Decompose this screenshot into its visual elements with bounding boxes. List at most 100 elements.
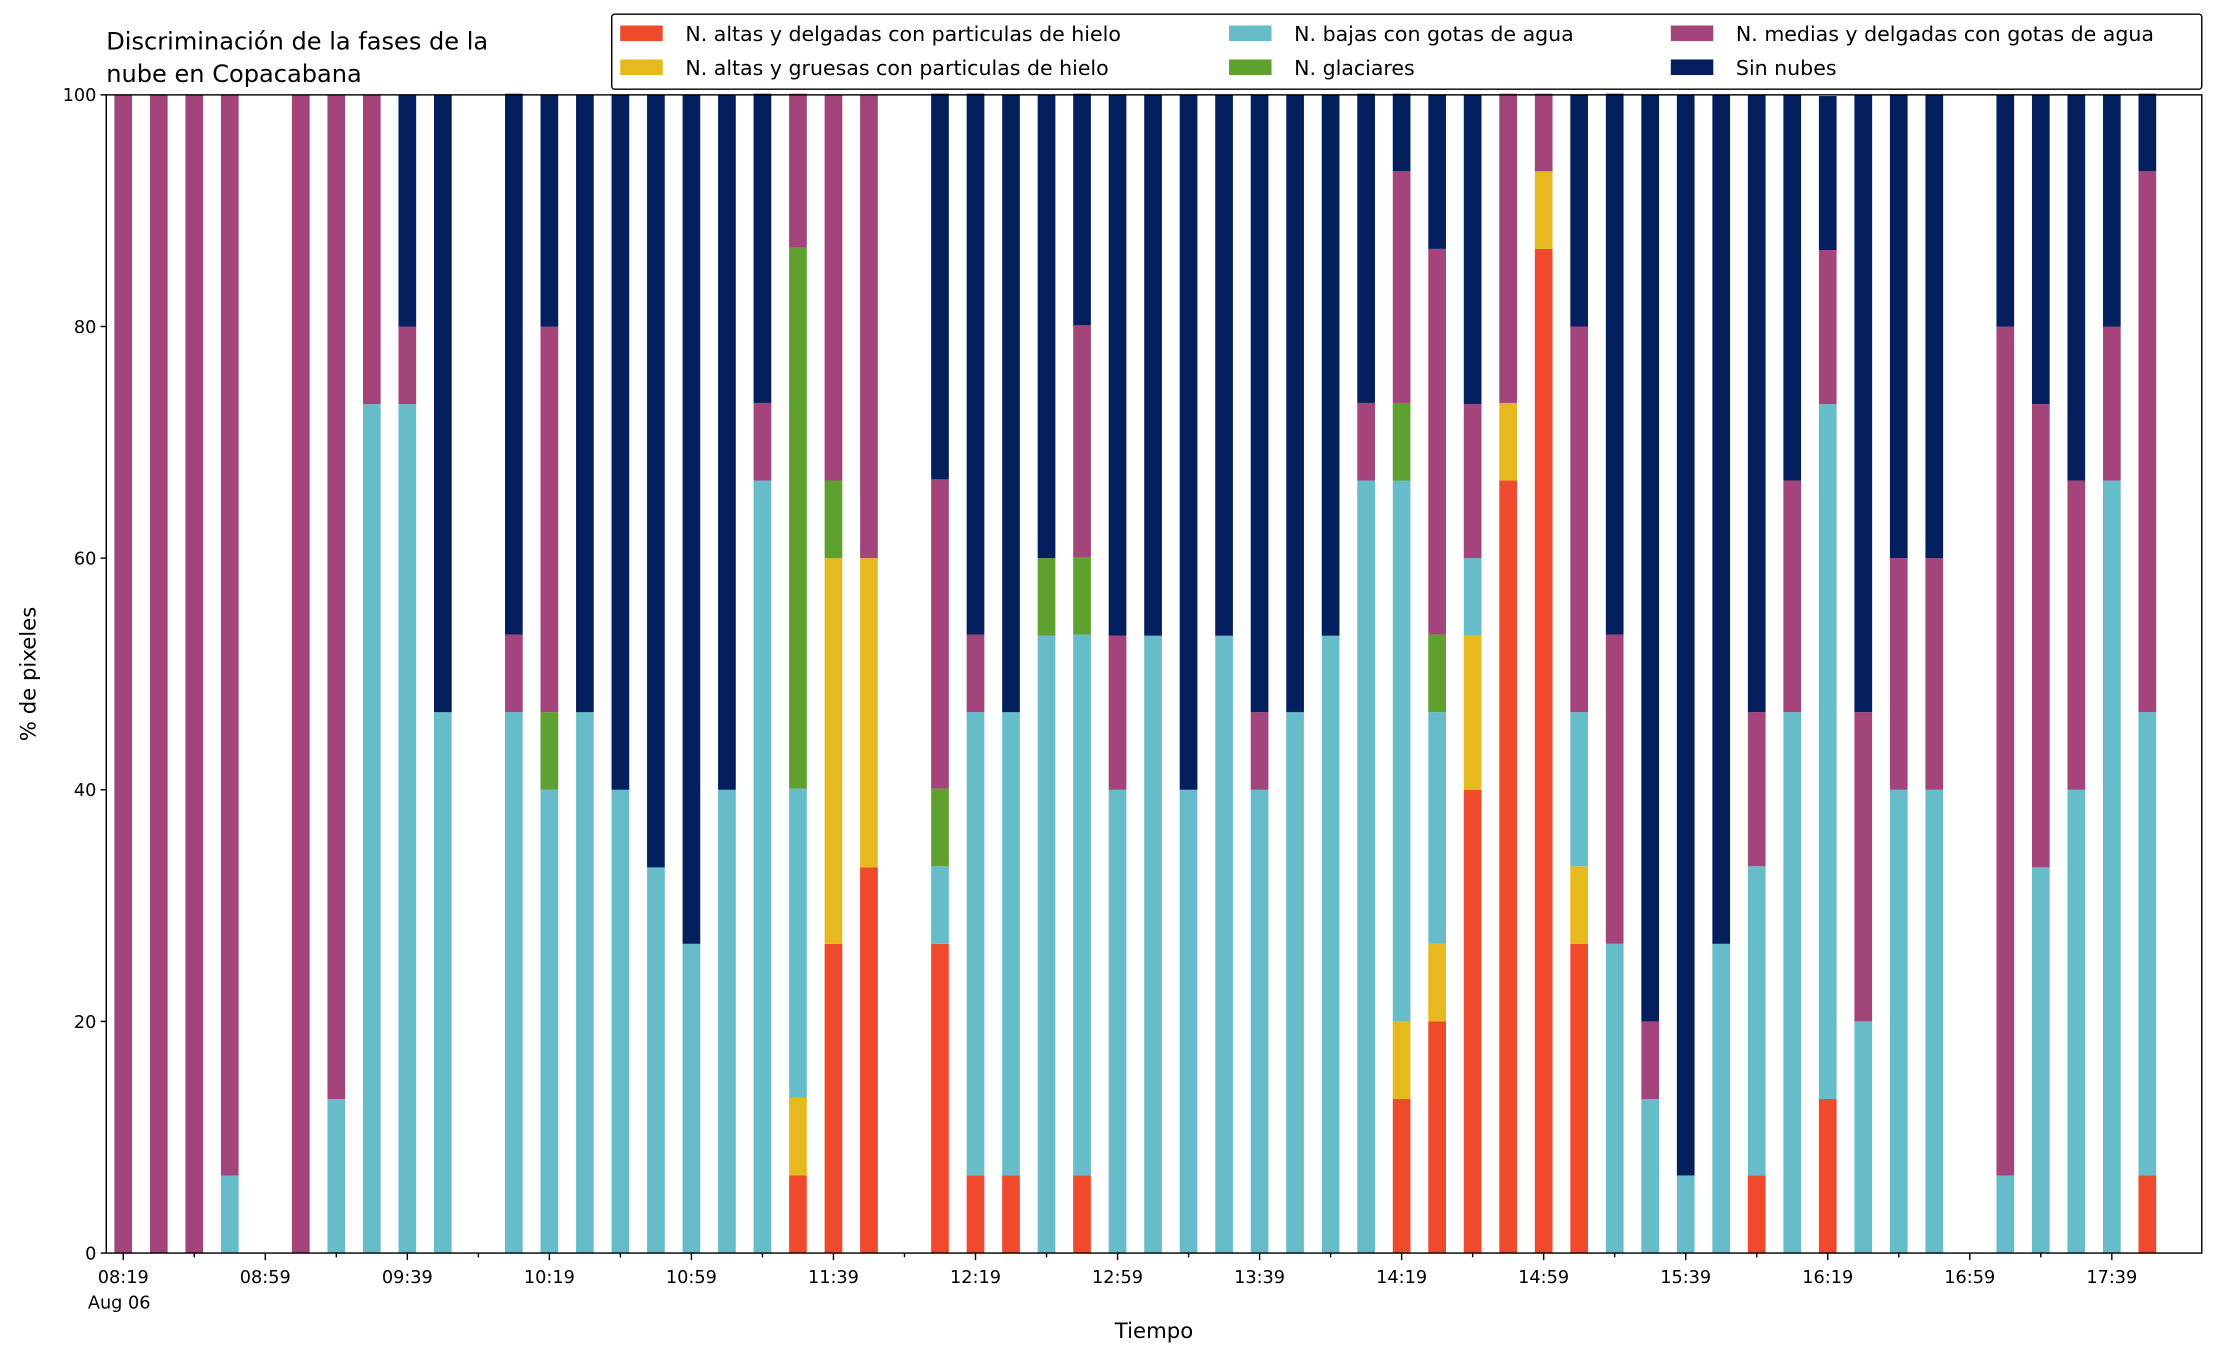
bar-segment: [2067, 789, 2086, 1254]
bar-segment: [2138, 1175, 2157, 1254]
bar-segment: [1570, 712, 1589, 867]
bar-segment: [1392, 1021, 1411, 1100]
bar-segment: [1073, 93, 1091, 326]
bar-segment: [1428, 1021, 1446, 1254]
bar-segment: [1712, 943, 1731, 1254]
chart-title: Discriminación de la fases de la: [106, 28, 488, 56]
legend-swatch: [1229, 25, 1272, 42]
bar-segment: [1747, 712, 1766, 867]
bar-segment: [185, 94, 204, 1254]
bar-segment: [718, 94, 736, 790]
bar-segment: [860, 94, 878, 559]
y-tick-label: 60: [74, 550, 97, 570]
bar-segment: [931, 479, 949, 789]
legend-box: [611, 13, 2203, 90]
x-tick-label: 16:19: [1802, 1268, 1853, 1288]
bar-segment: [966, 712, 985, 1176]
bar-segment: [824, 480, 843, 559]
x-tick-label: 13:39: [1234, 1268, 1285, 1288]
bar-segment: [860, 558, 878, 868]
x-axis-label: Tiempo: [1114, 1319, 1193, 1344]
bar-segment: [576, 712, 594, 1254]
bar-segment: [1073, 325, 1091, 557]
bar-segment: [966, 634, 985, 713]
bar-segment: [1818, 250, 1837, 405]
bar-segment: [114, 94, 133, 1254]
bar-segment: [1783, 94, 1802, 481]
bar-segment: [1570, 326, 1589, 713]
bar-segment: [1463, 635, 1482, 790]
bar-segment: [1747, 94, 1766, 713]
y-axis-label: % de pixeles: [16, 607, 41, 742]
x-tick-label: 08:19: [98, 1268, 149, 1288]
bar-segment: [1996, 94, 2015, 327]
bar-segment: [824, 943, 843, 1254]
x-tick-label: 11:39: [808, 1268, 859, 1288]
y-tick-label: 0: [85, 1244, 96, 1264]
bar-segment: [433, 94, 452, 713]
bar-segment: [1250, 789, 1269, 1254]
bar-segment: [1108, 635, 1127, 790]
x-tick-label: 14:59: [1518, 1268, 1569, 1288]
bar-segment: [1854, 1021, 1873, 1254]
bar-segment: [540, 789, 559, 1254]
bar-segment: [2102, 326, 2121, 481]
bar-segment: [1499, 402, 1518, 481]
bar-segment: [824, 94, 843, 481]
bar-segment: [2138, 171, 2157, 713]
bar-segment: [1605, 634, 1624, 944]
bar-segment: [647, 94, 665, 868]
bar-segment: [1641, 94, 1660, 1022]
bar-segment: [1889, 789, 1908, 1254]
x-tick-label: 10:59: [666, 1268, 717, 1288]
bar-segment: [1357, 93, 1375, 403]
bar-segment: [1428, 248, 1446, 635]
bar-segment: [1676, 94, 1695, 1176]
bar-segment: [1534, 93, 1553, 172]
bar-segment: [1570, 866, 1589, 944]
bar-segment: [1073, 556, 1091, 635]
bar-segment: [1783, 712, 1802, 1254]
bar-segment: [398, 404, 417, 1254]
bar-segment: [362, 94, 381, 405]
bar-segment: [1321, 635, 1340, 1254]
x-tick-label: 15:39: [1660, 1268, 1711, 1288]
bar-segment: [1641, 1021, 1660, 1100]
bar-segment: [1286, 712, 1304, 1254]
bar-segment: [753, 93, 772, 403]
legend-label: N. glaciares: [1294, 56, 1415, 80]
bar-segment: [505, 93, 523, 635]
bar-segment: [1002, 94, 1020, 713]
bar-segment: [789, 788, 807, 1098]
y-tick-label: 100: [63, 86, 97, 106]
legend-label: Sin nubes: [1736, 56, 1837, 80]
x-tick-label: 17:39: [2086, 1268, 2137, 1288]
bar-segment: [611, 789, 630, 1254]
bar-segment: [1392, 480, 1411, 1022]
bar-segment: [1925, 789, 1944, 1254]
bar-segment: [1250, 712, 1269, 790]
bar-segment: [1889, 558, 1908, 790]
bar-segment: [2138, 93, 2157, 172]
legend-swatch: [620, 25, 663, 42]
bar-segment: [1783, 480, 1802, 713]
bar-segment: [1428, 94, 1446, 249]
bar-segment: [611, 94, 630, 790]
bar-segment: [1534, 248, 1553, 1254]
bar-segment: [1925, 558, 1944, 790]
bar-segment: [433, 712, 452, 1254]
bar-segment: [2102, 480, 2121, 1254]
legend-label: N. bajas con gotas de agua: [1294, 22, 1574, 46]
bar-segment: [1996, 326, 2015, 1176]
bar-segment: [966, 93, 985, 635]
x-tick-label: 14:19: [1376, 1268, 1427, 1288]
bar-segment: [2067, 94, 2086, 481]
bar-segment: [1037, 94, 1056, 559]
bar-segment: [966, 1175, 985, 1254]
bar-segment: [1392, 171, 1411, 403]
legend-swatch: [1229, 59, 1272, 76]
bar-segment: [860, 867, 878, 1254]
bar-segment: [540, 326, 559, 713]
x-date-label: Aug 06: [88, 1293, 151, 1313]
x-tick-label: 10:19: [524, 1268, 575, 1288]
